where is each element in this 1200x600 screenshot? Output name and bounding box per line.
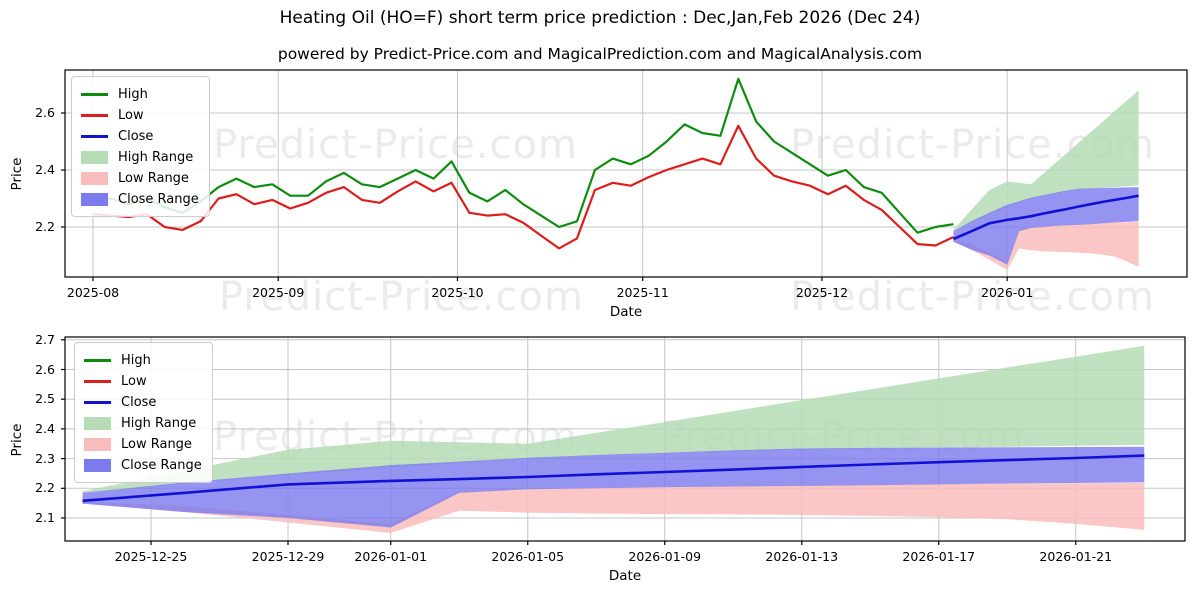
legend-item-close-range: Close Range xyxy=(84,455,202,476)
x-tick-label: 2025-08 xyxy=(66,285,120,300)
y-tick-label: 2.4 xyxy=(35,420,55,436)
legend-patch-swatch xyxy=(81,193,108,206)
y-tick-label: 2.6 xyxy=(35,105,55,120)
top-chart-legend: High Low Close High Range Low Range Close Ran… xyxy=(71,76,210,217)
legend-item-label: Low Range xyxy=(118,171,189,186)
legend-item-low-range: Low Range xyxy=(84,434,202,455)
y-tick-label: 2.1 xyxy=(35,510,55,525)
legend-line-swatch xyxy=(81,135,108,138)
legend-item-close-range: Close Range xyxy=(81,189,199,210)
low-line xyxy=(92,124,954,250)
legend-item-label: High xyxy=(118,87,148,102)
y-tick-label: 2.5 xyxy=(35,391,55,407)
y-tick-label: 2.6 xyxy=(35,361,55,377)
range-band xyxy=(953,90,1139,232)
plot-border xyxy=(64,336,1186,542)
legend-line-swatch xyxy=(84,401,111,404)
legend-item-high-range: High Range xyxy=(81,147,199,168)
legend-item-label: High Range xyxy=(121,416,197,431)
y-tick-label: 2.7 xyxy=(35,331,55,347)
x-tick-label: 2026-01-05 xyxy=(491,549,565,564)
x-tick-label: 2026-01-09 xyxy=(628,549,702,564)
bottom-x-axis-label: Date xyxy=(608,568,642,584)
y-tick-label: 2.4 xyxy=(35,162,55,177)
high-line xyxy=(92,77,954,234)
legend-line-swatch xyxy=(81,93,108,96)
y-tick-label: 2.3 xyxy=(35,450,55,466)
legend-item-label: Low xyxy=(118,108,144,123)
range-band xyxy=(82,345,1145,493)
legend-line-swatch xyxy=(84,359,111,362)
close-line xyxy=(82,454,1145,503)
x-tick-label: 2025-09 xyxy=(252,285,305,300)
legend-item-label: Close xyxy=(121,395,157,410)
range-band xyxy=(82,446,1145,528)
close-line xyxy=(952,194,1139,241)
chart-subtitle: powered by Predict-Price.com and Magical… xyxy=(277,45,923,63)
legend-item-high: High xyxy=(84,350,202,371)
x-tick-label: 2025-11 xyxy=(616,285,669,300)
x-tick-label: 2026-01-21 xyxy=(1039,549,1113,564)
legend-item-label: Low Range xyxy=(121,437,192,452)
y-tick-label: 2.2 xyxy=(35,480,55,496)
watermark-text: Predict-Price.com xyxy=(213,122,578,168)
legend-patch-swatch xyxy=(84,459,111,472)
legend-item-low: Low xyxy=(84,371,202,392)
watermark-text: Predict-Price.com xyxy=(219,274,584,320)
x-tick-label: 2025-12-25 xyxy=(114,549,188,564)
legend-patch-swatch xyxy=(84,417,111,430)
x-tick-label: 2026-01 xyxy=(981,285,1034,300)
range-band xyxy=(953,187,1139,265)
x-tick-label: 2026-01-17 xyxy=(902,549,976,564)
x-tick-label: 2026-01-01 xyxy=(354,549,428,564)
chart-title: Heating Oil (HO=F) short term price pred… xyxy=(279,8,921,28)
plot-border xyxy=(64,69,1188,278)
legend-item-label: Close Range xyxy=(121,458,202,473)
top-x-axis-label: Date xyxy=(609,304,643,320)
legend-patch-swatch xyxy=(81,151,108,164)
watermark-text: Predict-Price.com xyxy=(790,274,1155,320)
legend-patch-swatch xyxy=(84,438,111,451)
legend-item-close: Close xyxy=(81,126,199,147)
y-tick-label: 2.2 xyxy=(35,219,55,234)
legend-line-swatch xyxy=(84,380,111,383)
legend-item-label: Close Range xyxy=(118,192,199,207)
bottom-chart-legend: High Low Close High Range Low Range Close Ran… xyxy=(74,342,213,483)
x-tick-label: 2025-12-29 xyxy=(251,549,325,564)
legend-item-label: High xyxy=(121,353,151,368)
x-tick-label: 2025-12 xyxy=(795,285,849,300)
legend-item-low-range: Low Range xyxy=(81,168,199,189)
legend-patch-swatch xyxy=(81,172,108,185)
legend-line-swatch xyxy=(81,114,108,117)
legend-item-label: Low xyxy=(121,374,147,389)
x-tick-label: 2025-10 xyxy=(431,285,484,300)
legend-item-low: Low xyxy=(81,105,199,126)
legend-item-high-range: High Range xyxy=(84,413,202,434)
x-tick-label: 2026-01-13 xyxy=(765,549,839,564)
legend-item-label: Close xyxy=(118,129,154,144)
legend-item-close: Close xyxy=(84,392,202,413)
legend-item-label: High Range xyxy=(118,150,194,165)
legend-item-high: High xyxy=(81,84,199,105)
